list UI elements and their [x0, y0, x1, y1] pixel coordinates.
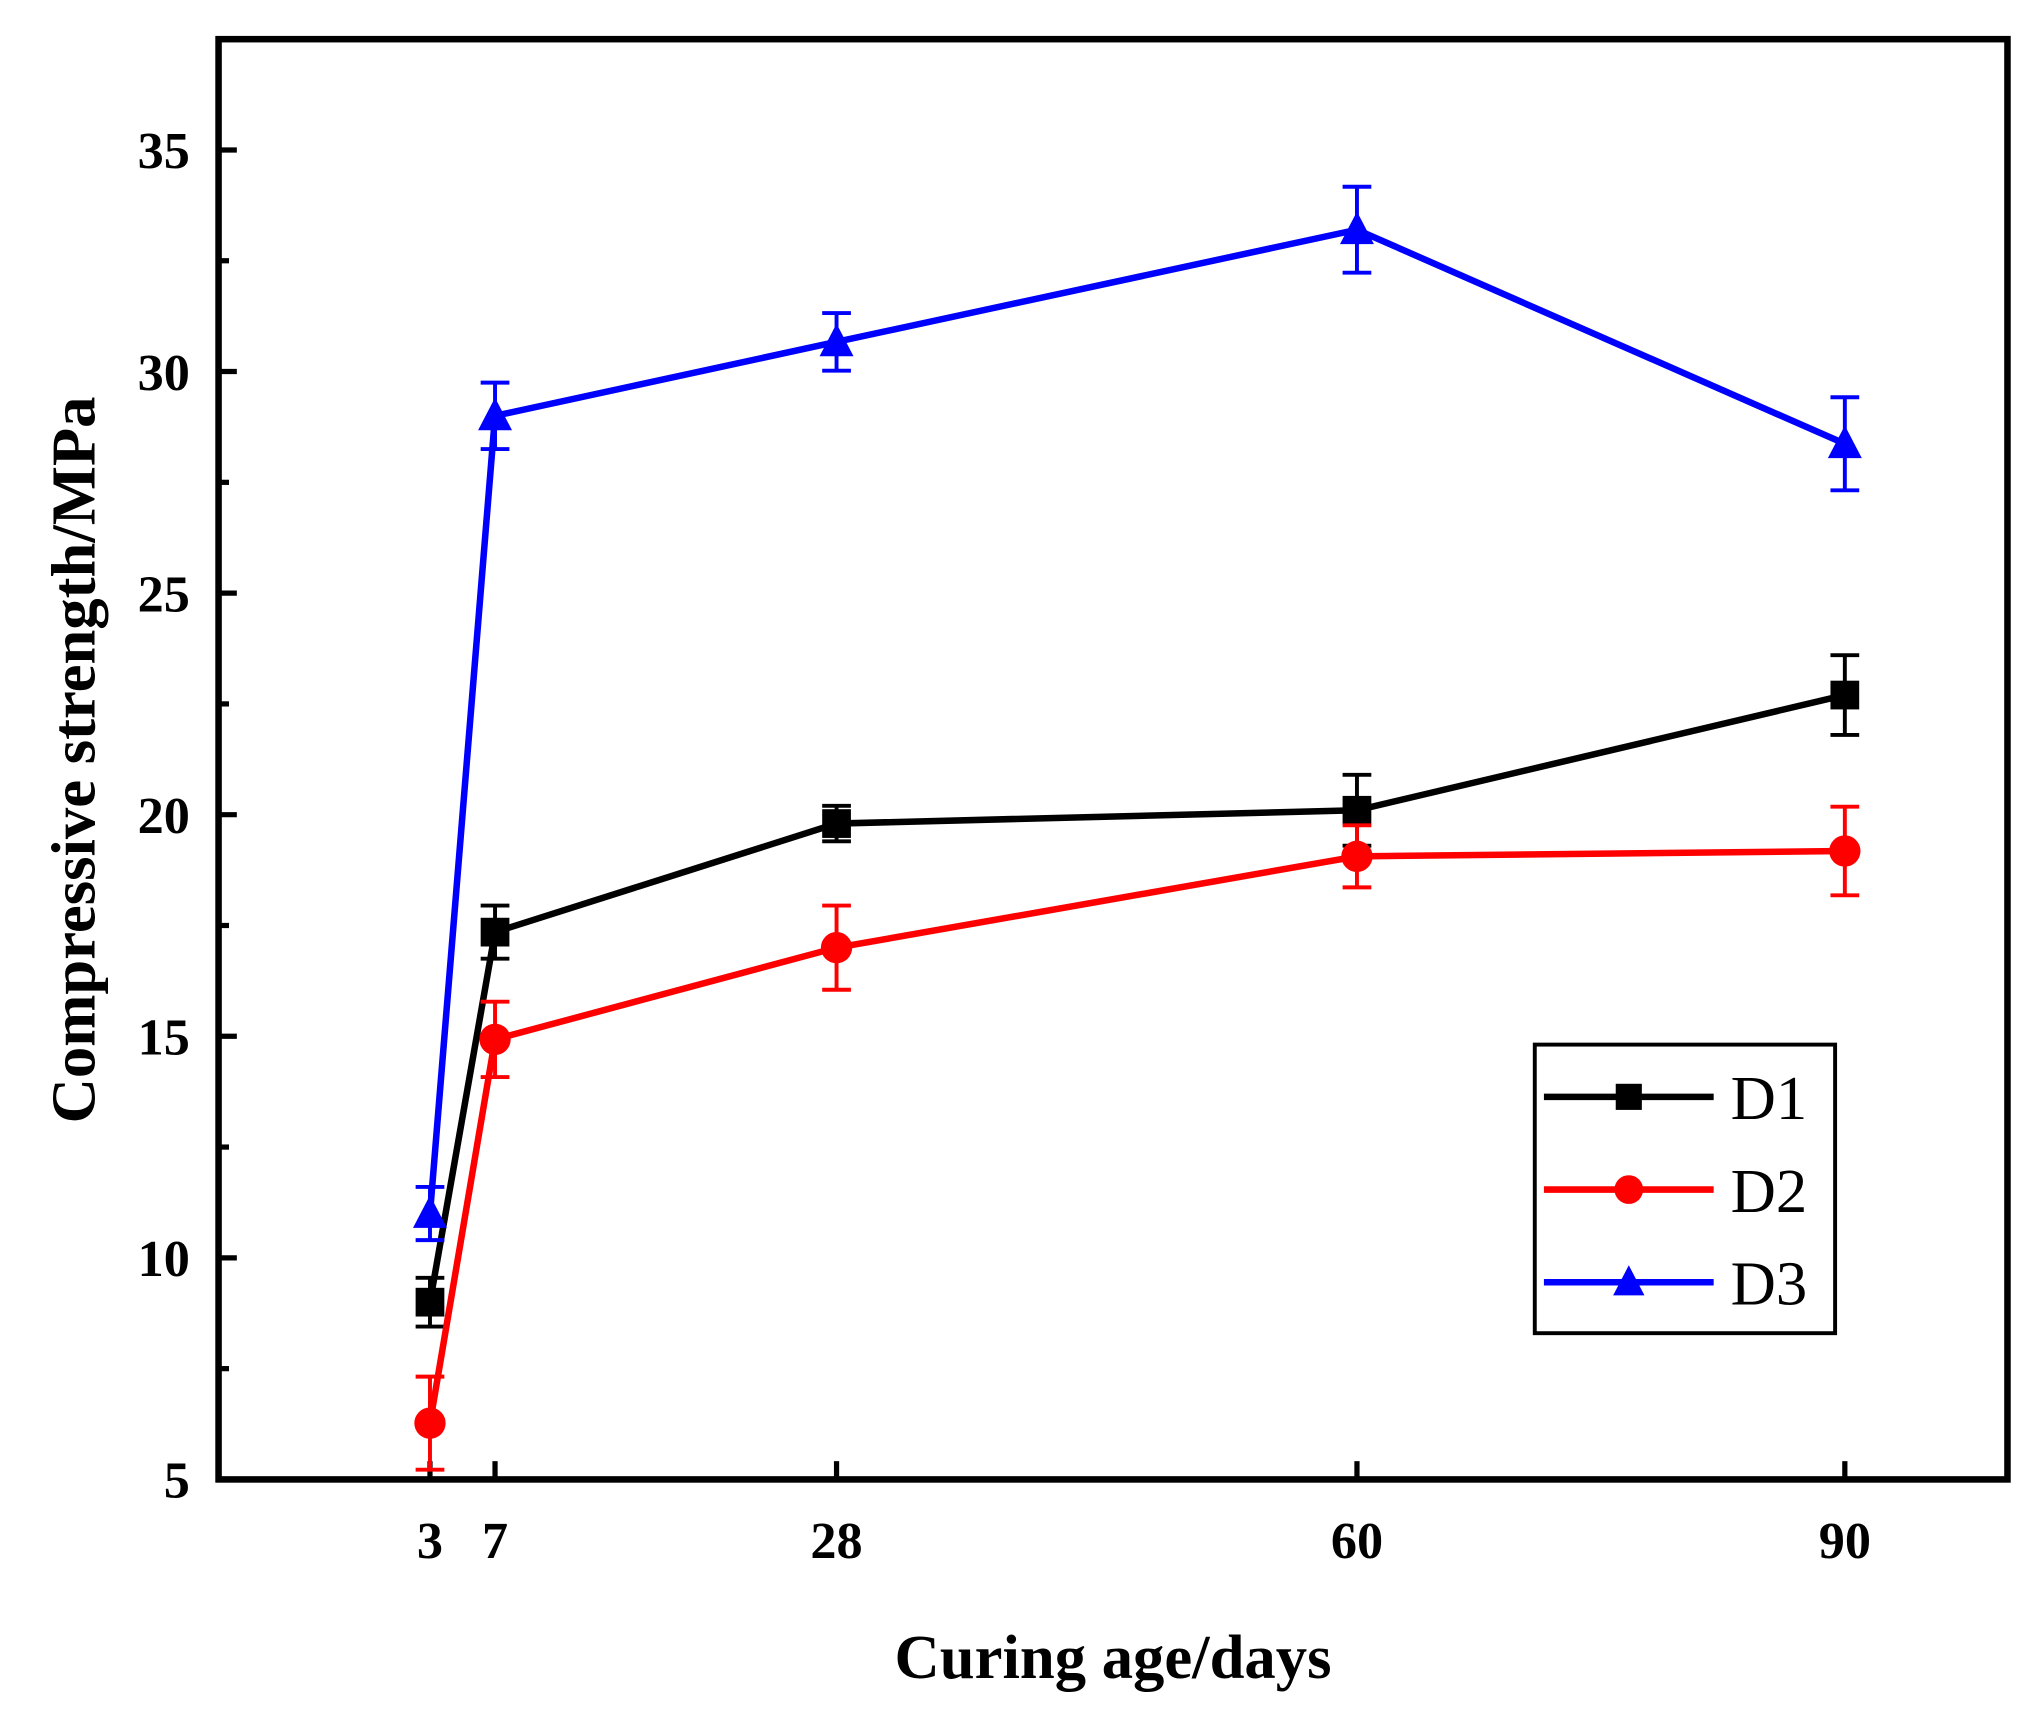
triangle-marker [413, 1195, 447, 1228]
legend-item-d2: D2 [1543, 1156, 1808, 1226]
legend-label: D1 [1731, 1063, 1808, 1133]
x-tick-label: 60 [1331, 1512, 1383, 1570]
y-tick-label: 30 [138, 344, 190, 402]
triangle-marker [478, 397, 513, 431]
x-tick-label: 28 [810, 1512, 862, 1570]
x-axis-label: Curing age/days [895, 1622, 1332, 1692]
y-tick-label: 10 [138, 1230, 190, 1288]
legend: D1 D2 D3 [1532, 1042, 1838, 1336]
triangle-marker [1827, 425, 1862, 459]
legend-label: D3 [1731, 1248, 1808, 1318]
square-marker [1342, 795, 1372, 825]
circle-marker [1614, 1175, 1644, 1204]
y-tick-label: 15 [138, 1009, 190, 1067]
y-tick-label: 5 [164, 1452, 190, 1510]
plot-frame [215, 35, 2011, 1483]
square-marker [415, 1287, 445, 1317]
square-marker [822, 809, 851, 838]
series-d2 [414, 804, 1861, 1472]
legend-item-d1: D1 [1543, 1063, 1808, 1133]
x-tick-label: 7 [482, 1512, 508, 1570]
x-tick-label: 90 [1819, 1512, 1871, 1570]
y-tick-label: 20 [138, 787, 190, 845]
triangle-marker [819, 323, 854, 357]
circle-marker [1829, 835, 1861, 867]
series-d1 [415, 653, 1860, 1329]
square-marker [1615, 1083, 1642, 1110]
circle-marker [414, 1407, 446, 1439]
series-d3 [413, 184, 1862, 1243]
circle-marker [820, 931, 853, 964]
x-tick-label: 3 [417, 1512, 443, 1570]
triangle-marker [1613, 1265, 1645, 1296]
y-axis-label: Compressive strength/MPa [39, 397, 109, 1124]
square-marker [480, 917, 510, 947]
legend-item-d3: D3 [1543, 1248, 1808, 1318]
triangle-marker [1339, 211, 1374, 245]
square-marker [1830, 680, 1860, 710]
circle-marker [1341, 840, 1373, 873]
circle-marker [479, 1023, 511, 1056]
legend-label: D2 [1731, 1156, 1808, 1226]
y-tick-label: 25 [138, 565, 190, 623]
y-tick-label: 35 [138, 122, 190, 180]
